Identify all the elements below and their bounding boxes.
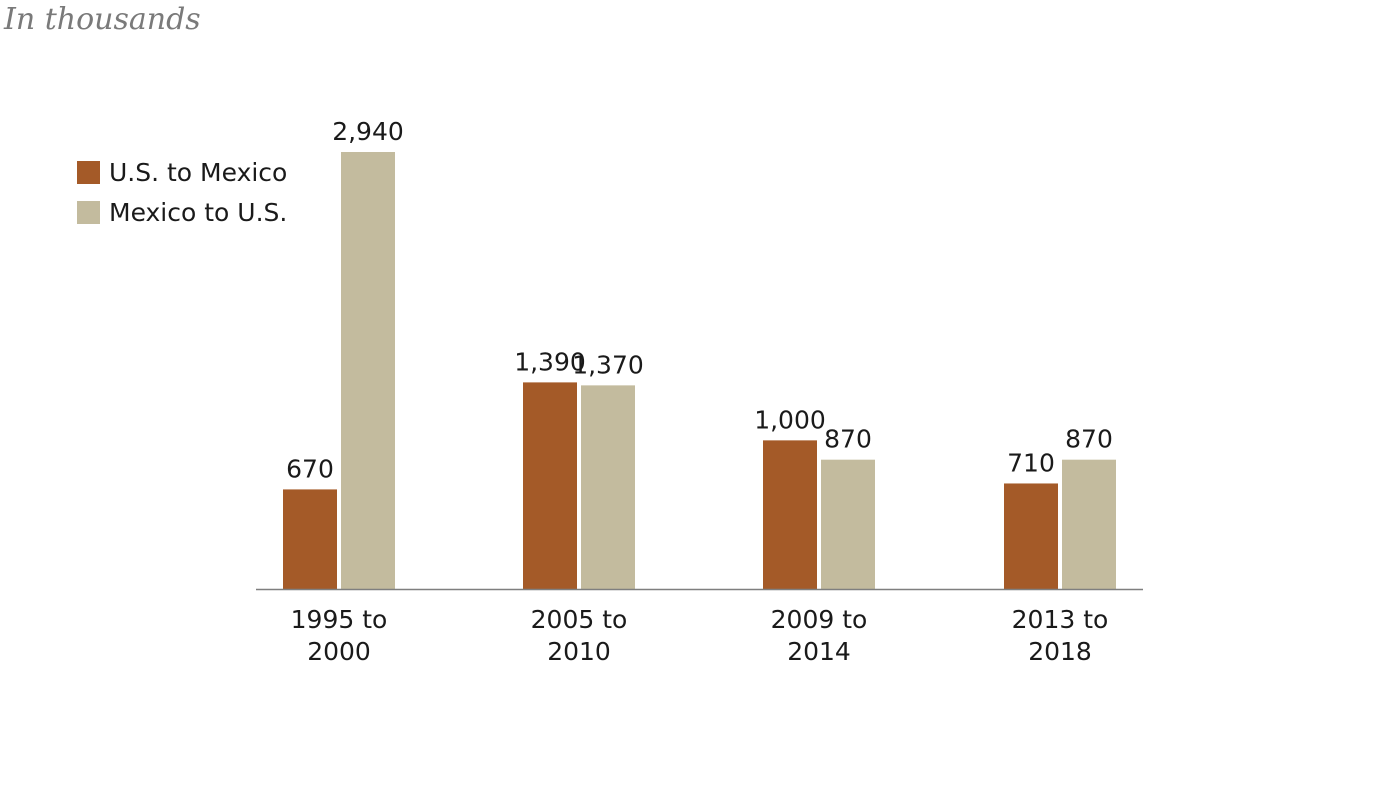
bar-us-to-mexico-1 <box>523 382 577 589</box>
value-label-us-to-mexico-0: 670 <box>286 454 334 483</box>
bar-mexico-to-us-3 <box>1062 459 1116 589</box>
value-label-us-to-mexico-1: 1,390 <box>514 347 586 376</box>
bar-us-to-mexico-0 <box>283 489 337 589</box>
value-label-mexico-to-us-3: 870 <box>1065 425 1113 454</box>
chart-subtitle: In thousands <box>4 2 201 37</box>
legend-label-us-to-mexico: U.S. to Mexico <box>109 157 288 187</box>
bar-mexico-to-us-2 <box>821 459 875 589</box>
value-label-mexico-to-us-1: 1,370 <box>572 350 644 379</box>
bar-mexico-to-us-1 <box>581 385 635 589</box>
x-tick-label-0: 1995 to 2000 <box>291 605 388 666</box>
x-tick-label-1: 2005 to 2010 <box>531 605 628 666</box>
legend-item-us-to-mexico: U.S. to Mexico <box>77 152 287 192</box>
legend-item-mexico-to-us: Mexico to U.S. <box>77 192 287 232</box>
value-label-mexico-to-us-0: 2,940 <box>332 117 404 146</box>
value-label-us-to-mexico-2: 1,000 <box>754 405 826 434</box>
legend-label-mexico-to-us: Mexico to U.S. <box>109 197 288 227</box>
bar-us-to-mexico-3 <box>1004 483 1058 589</box>
bars-layer <box>283 152 1116 589</box>
x-tick-label-3: 2013 to 2018 <box>1012 605 1109 666</box>
value-label-us-to-mexico-3: 710 <box>1007 448 1055 477</box>
x-tick-label-2: 2009 to 2014 <box>771 605 868 666</box>
legend-swatch-mexico-to-us <box>77 200 100 224</box>
legend: U.S. to Mexico Mexico to U.S. <box>77 152 287 232</box>
x-axis: 1995 to 2000 2005 to 2010 2009 to 2014 2013 to… <box>256 588 1143 666</box>
value-label-mexico-to-us-2: 870 <box>824 425 872 454</box>
bar-mexico-to-us-0 <box>341 152 395 589</box>
legend-swatch-us-to-mexico <box>77 160 100 184</box>
bar-us-to-mexico-2 <box>763 440 817 589</box>
